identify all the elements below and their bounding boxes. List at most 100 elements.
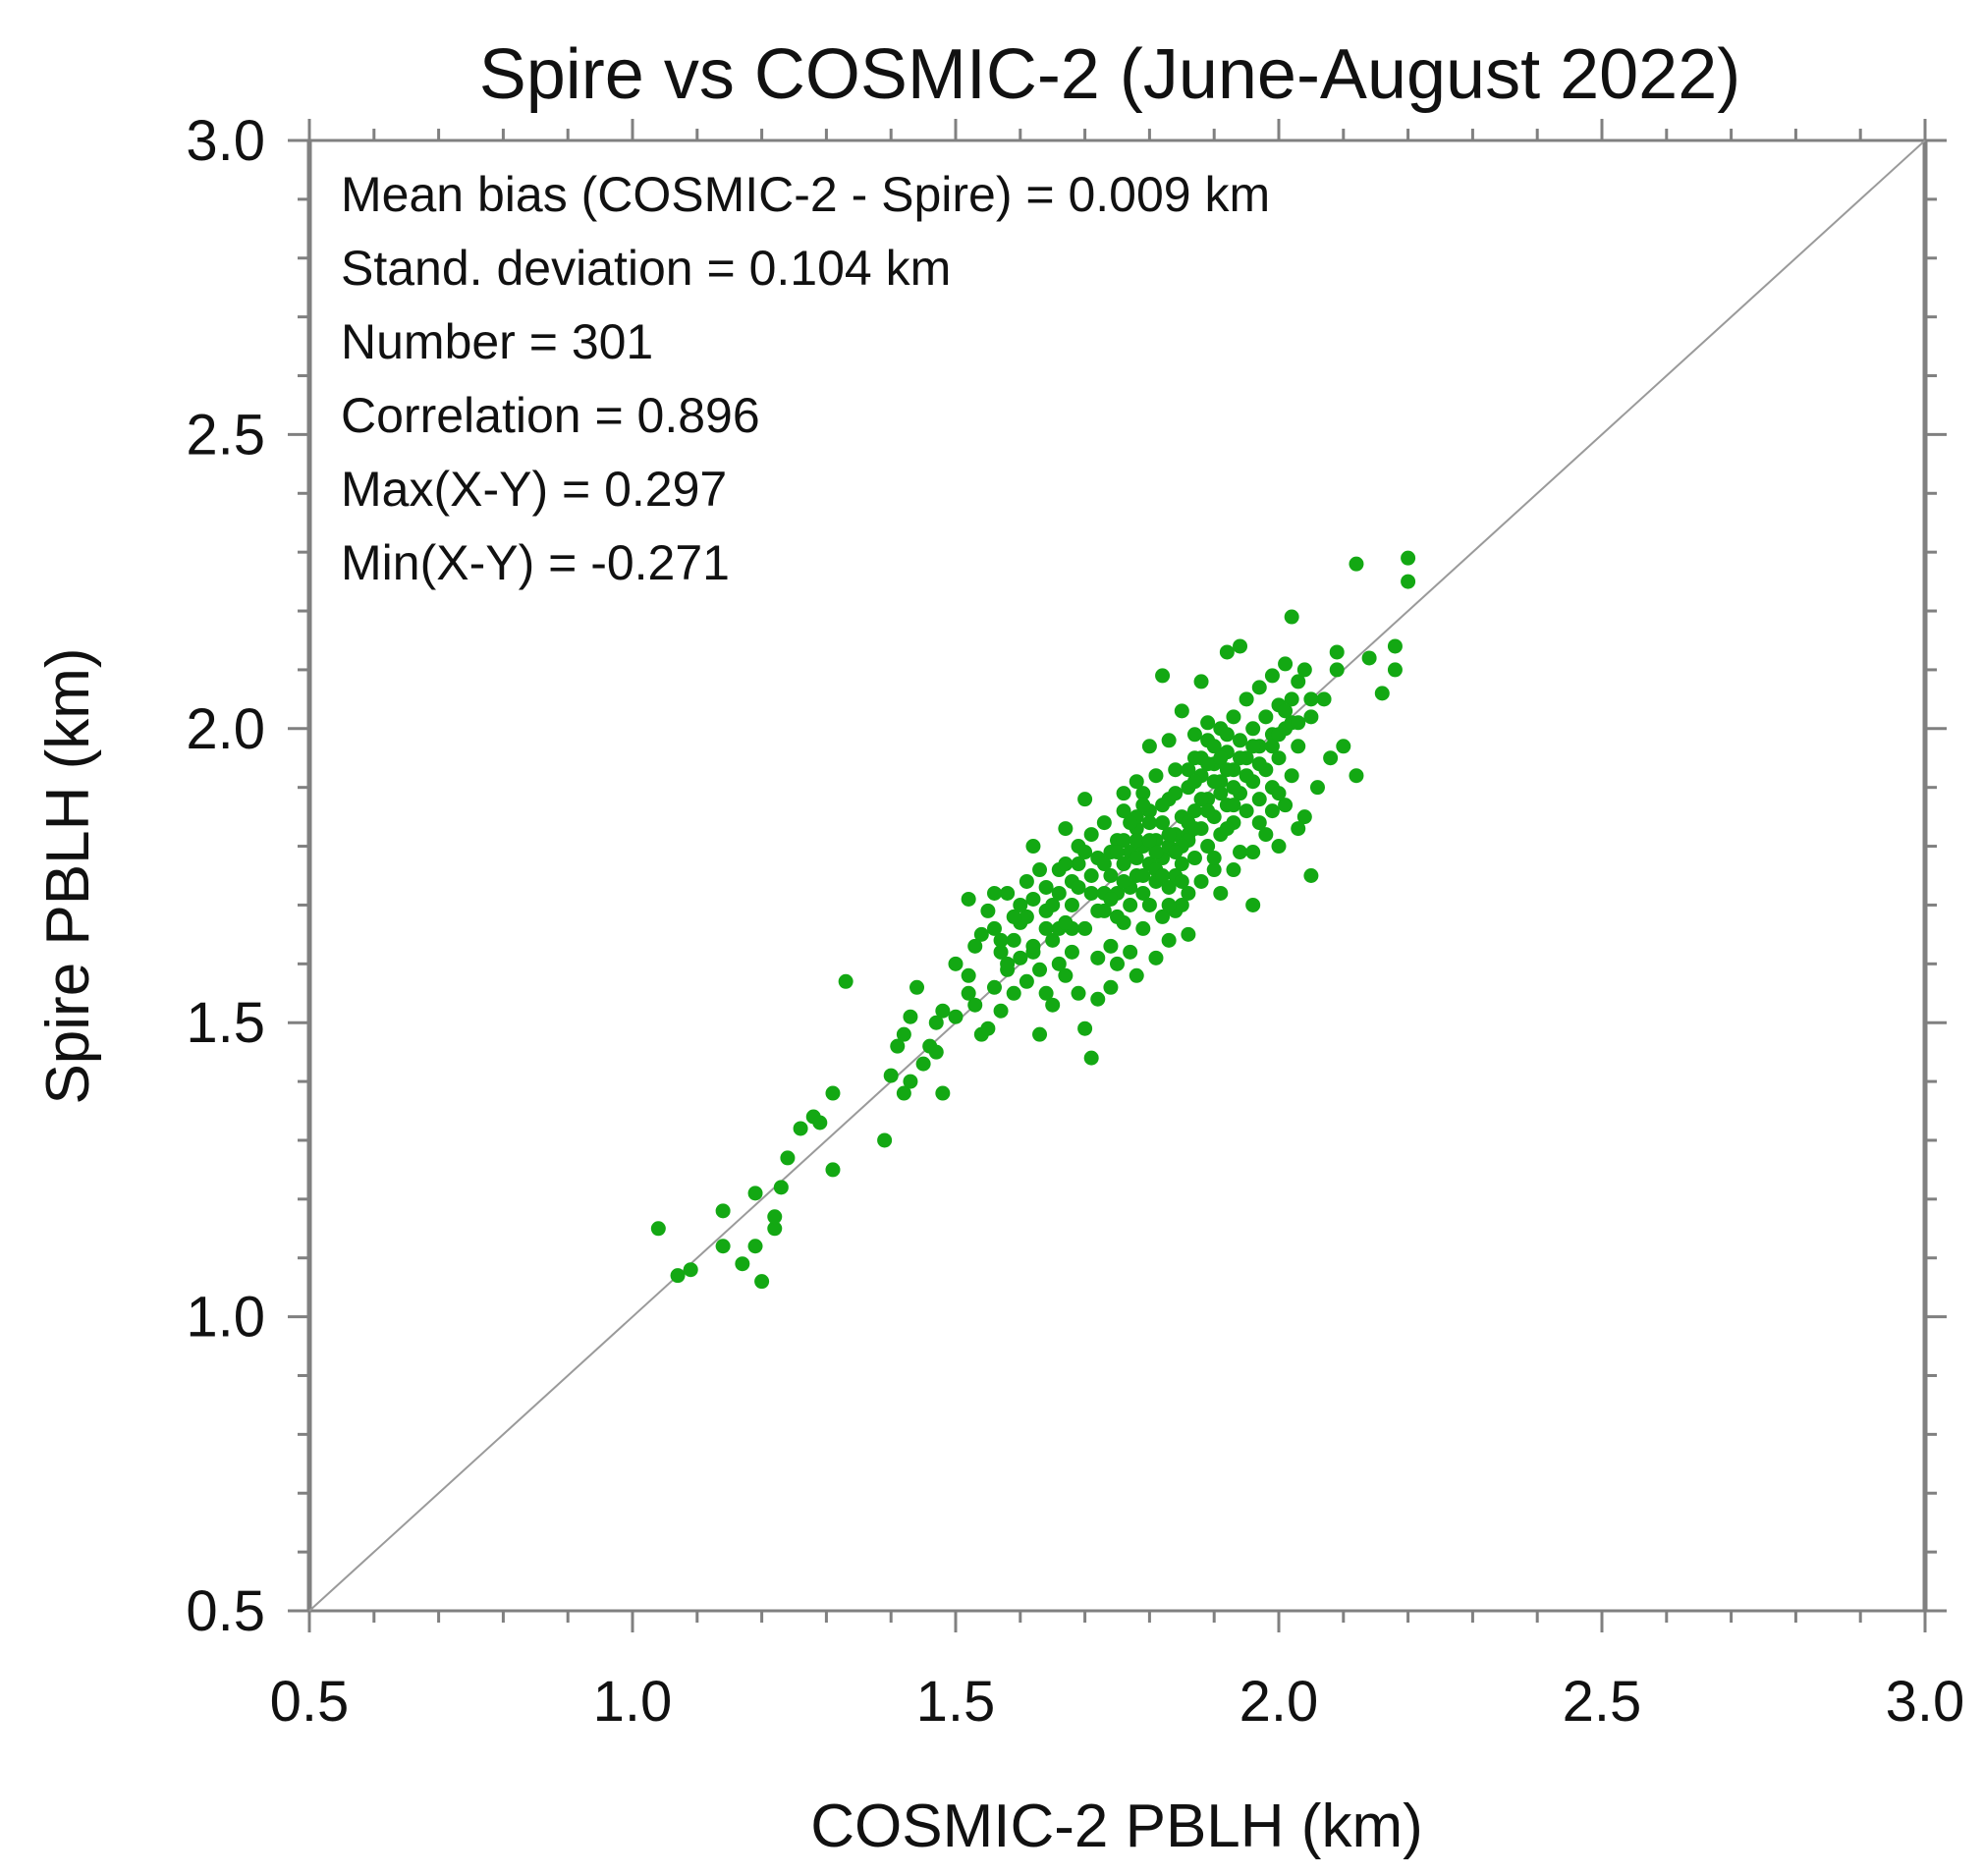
data-point	[650, 1221, 666, 1237]
data-point	[1058, 856, 1074, 872]
data-point	[1264, 803, 1280, 819]
data-point	[1387, 638, 1403, 654]
data-point	[1271, 786, 1287, 801]
stat-min-difference: Min(X-Y) = -0.271	[341, 535, 730, 590]
data-point	[1161, 827, 1177, 843]
y-tick-label: 2.0	[186, 697, 265, 761]
data-point	[1090, 903, 1106, 918]
data-point	[1271, 727, 1287, 743]
data-point	[1303, 868, 1319, 883]
data-point	[1019, 873, 1034, 889]
data-point	[1013, 897, 1028, 912]
data-point	[909, 979, 925, 995]
data-point	[1168, 762, 1184, 778]
data-point	[928, 1015, 944, 1030]
data-point	[1245, 721, 1261, 737]
data-point	[1135, 868, 1151, 883]
data-point	[1038, 920, 1054, 936]
data-point	[1141, 815, 1157, 831]
data-point	[1251, 815, 1267, 831]
data-point	[986, 979, 1002, 995]
data-point	[1206, 862, 1222, 878]
data-point	[1103, 979, 1119, 995]
data-point	[1135, 885, 1151, 901]
data-point	[1129, 774, 1144, 790]
data-point	[993, 932, 1009, 948]
stat-max-difference: Max(X-Y) = 0.297	[341, 462, 727, 517]
data-point	[1083, 1050, 1099, 1066]
data-point	[1110, 845, 1125, 860]
data-point	[715, 1239, 731, 1254]
tick-labels: 0.5 1.0 1.5 2.0 2.5 3.0 0.5 1.0 1.5 2.0 2.5 3.0	[186, 109, 1964, 1734]
data-point	[903, 1074, 918, 1089]
data-point	[1233, 750, 1248, 766]
data-point	[1264, 739, 1280, 754]
data-point	[1284, 691, 1299, 707]
data-points	[650, 550, 1416, 1290]
data-point	[1161, 879, 1177, 895]
data-point	[1123, 897, 1138, 912]
data-point	[1116, 803, 1131, 819]
data-point	[1303, 709, 1319, 725]
data-point	[883, 1068, 899, 1083]
data-point	[1245, 897, 1261, 912]
data-point	[1181, 815, 1196, 831]
data-point	[1200, 715, 1216, 731]
y-tick-label: 0.5	[186, 1579, 265, 1643]
data-point	[1083, 827, 1099, 843]
data-point	[967, 997, 983, 1013]
data-point	[1161, 897, 1177, 912]
data-point	[1077, 920, 1093, 936]
data-point	[1161, 932, 1177, 948]
data-point	[1186, 803, 1202, 819]
data-point	[1271, 750, 1287, 766]
data-point	[1200, 756, 1216, 772]
data-point	[1258, 827, 1274, 843]
data-point	[1174, 873, 1189, 889]
data-point	[896, 1026, 911, 1042]
data-point	[903, 1009, 918, 1024]
data-point	[1219, 821, 1235, 837]
x-tick-label: 1.0	[593, 1670, 673, 1734]
data-point	[1278, 656, 1294, 672]
data-point	[1032, 1026, 1048, 1042]
y-tick-label: 1.5	[186, 991, 265, 1055]
data-point	[683, 1262, 698, 1278]
data-point	[1135, 798, 1151, 813]
data-point	[1032, 962, 1048, 977]
stat-correlation: Correlation = 0.896	[341, 388, 760, 443]
data-point	[1045, 897, 1061, 912]
data-point	[715, 1203, 731, 1219]
data-point	[1226, 780, 1241, 796]
data-point	[1181, 926, 1196, 942]
data-point	[1284, 609, 1299, 625]
data-point	[1141, 739, 1157, 754]
data-point	[1233, 845, 1248, 860]
data-point	[1329, 644, 1345, 660]
data-point	[1148, 950, 1164, 966]
data-point	[1123, 815, 1138, 831]
data-point	[1291, 821, 1306, 837]
data-point	[1239, 691, 1254, 707]
data-point	[980, 1021, 996, 1036]
data-point	[1148, 768, 1164, 784]
data-point	[1233, 733, 1248, 748]
data-point	[1058, 914, 1074, 930]
data-point	[1296, 662, 1312, 678]
data-point	[1245, 845, 1261, 860]
data-point	[1129, 833, 1144, 849]
data-point	[1401, 574, 1416, 589]
data-point	[1168, 845, 1184, 860]
data-point	[1251, 792, 1267, 807]
data-point	[1168, 786, 1184, 801]
data-point	[1129, 851, 1144, 866]
data-point	[1110, 956, 1125, 971]
data-point	[1071, 879, 1086, 895]
data-point	[1025, 839, 1041, 855]
data-point	[1200, 839, 1216, 855]
data-point	[1186, 774, 1202, 790]
data-point	[1096, 815, 1112, 831]
data-point	[1219, 762, 1235, 778]
data-point	[1006, 909, 1021, 924]
data-point	[1006, 932, 1021, 948]
